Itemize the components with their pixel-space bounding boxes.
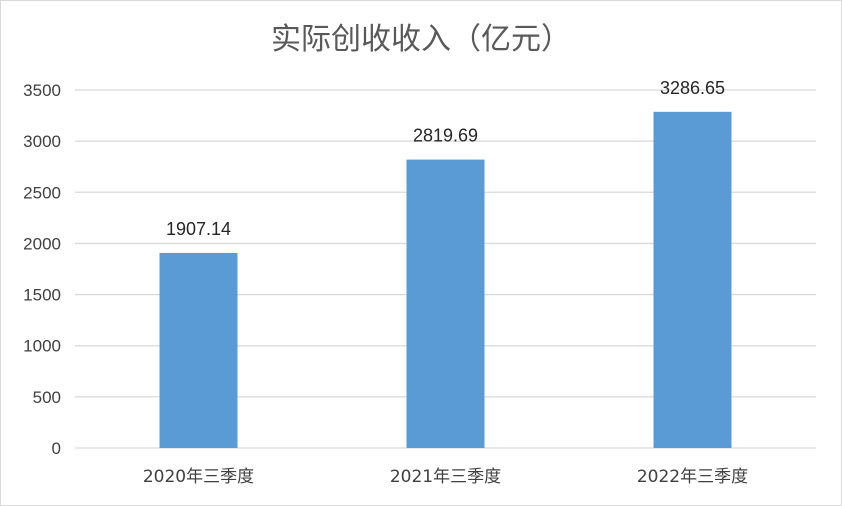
y-tick-label: 3500 (23, 81, 61, 100)
data-label: 1907.14 (166, 219, 231, 239)
y-tick-label: 500 (33, 388, 61, 407)
x-category-label: 2022年三季度 (637, 467, 748, 487)
y-tick-label: 0 (52, 439, 61, 458)
x-category-label: 2021年三季度 (390, 467, 501, 487)
x-axis-categories: 2020年三季度 2021年三季度 2022年三季度 (143, 467, 748, 487)
bar (406, 159, 485, 448)
bars (159, 111, 732, 448)
y-tick-label: 2500 (23, 183, 61, 202)
y-axis-ticks: 0 500 1000 1500 2000 2500 3000 3500 (23, 81, 61, 458)
y-tick-label: 2000 (23, 234, 61, 253)
data-label: 2819.69 (413, 126, 478, 146)
chart-title: 实际创收收入（亿元） (271, 22, 571, 57)
x-category-label: 2020年三季度 (143, 467, 254, 487)
y-tick-label: 3000 (23, 132, 61, 151)
bar (653, 111, 732, 448)
data-labels: 1907.14 2819.69 3286.65 (166, 78, 725, 239)
y-tick-label: 1500 (23, 286, 61, 305)
bar (159, 252, 238, 448)
y-tick-label: 1000 (23, 337, 61, 356)
data-label: 3286.65 (660, 78, 725, 98)
